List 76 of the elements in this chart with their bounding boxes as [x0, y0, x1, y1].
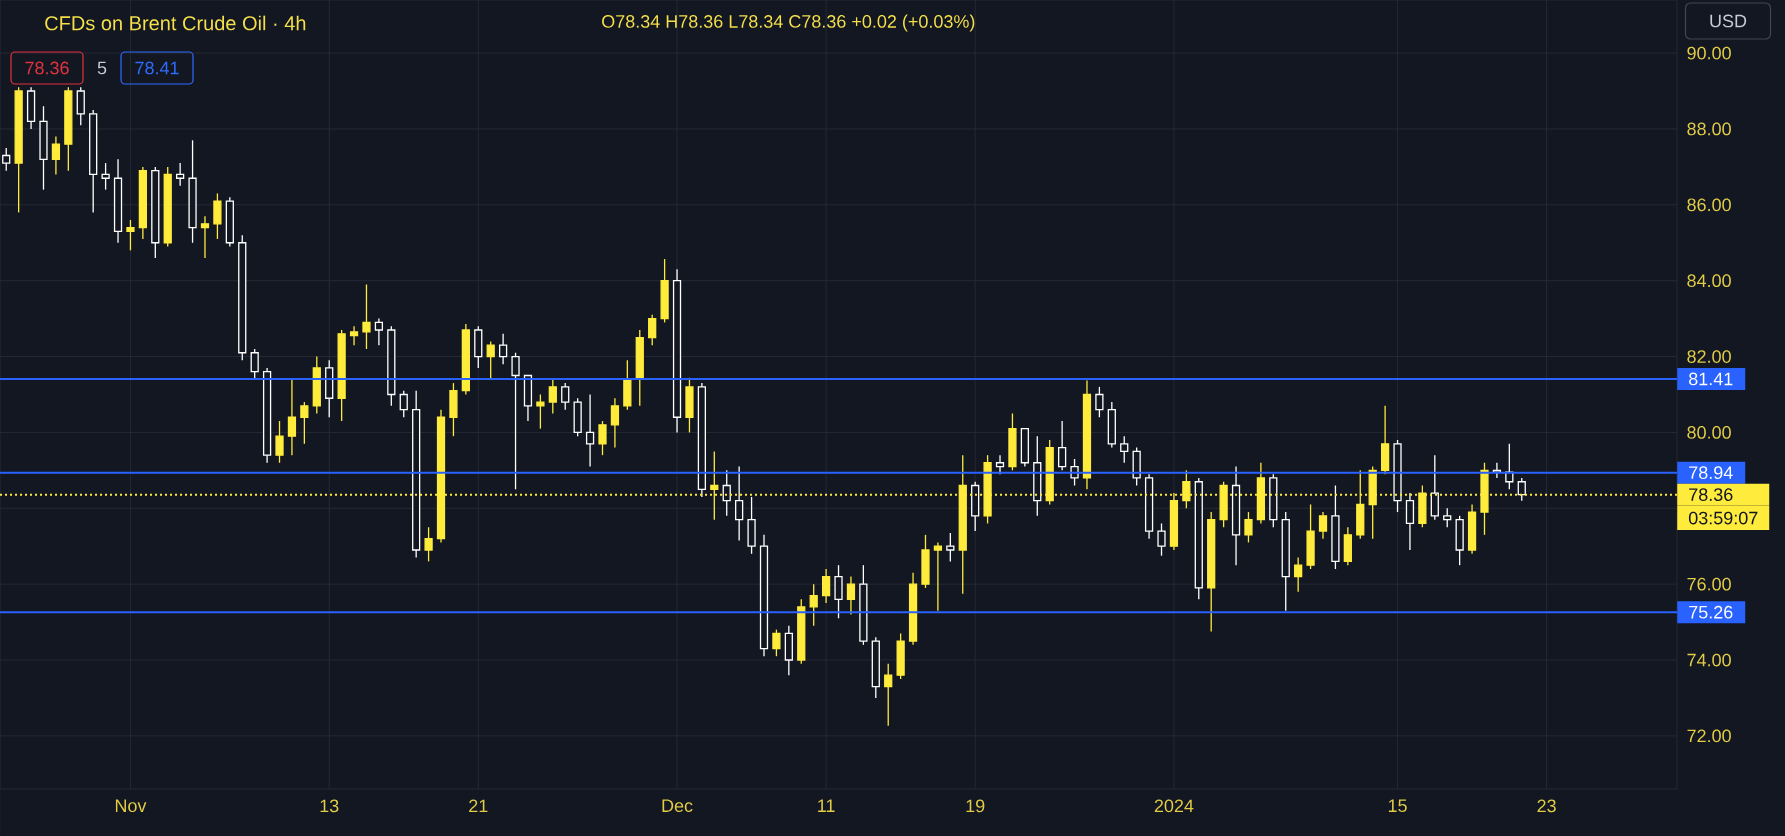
text: 03:59:07: [1688, 511, 1758, 525]
y-tick-label: 82.00: [1687, 350, 1731, 363]
candlestick: [1157, 522, 1166, 557]
candlestick: [1294, 556, 1303, 593]
ref-line-label: 78.36: [1689, 488, 1733, 501]
candlestick: [51, 135, 61, 176]
candlestick: [846, 575, 856, 616]
candlestick: [499, 333, 508, 365]
ref-line-label: 75.26: [1689, 605, 1733, 619]
candlestick: [648, 314, 657, 346]
annotation: 78.41: [135, 61, 179, 75]
candlestick: [101, 162, 110, 191]
candlestick: [362, 283, 371, 350]
candlestick: [946, 532, 955, 563]
candlestick: [275, 420, 284, 464]
y-tick-label: 76.00: [1687, 577, 1731, 591]
x-tick-label: 21: [469, 799, 488, 813]
candlestick: [213, 192, 222, 240]
y-tick-label: 72.00: [1687, 729, 1731, 743]
annotation: 78.36: [25, 61, 69, 75]
candlestick: [722, 469, 731, 517]
annotation: O78.34 H78.36 L78.34 C78.36 +0.02 (+0.03%): [602, 14, 975, 32]
y-tick-label: 84.00: [1687, 274, 1731, 288]
candlestick: [772, 629, 781, 657]
text: USD: [1710, 14, 1747, 28]
candlestick: [598, 420, 607, 456]
candlestick: [610, 397, 620, 449]
candlestick: [76, 86, 85, 126]
candlestick: [536, 393, 545, 430]
candlestick: [834, 564, 843, 619]
x-tick-label: Dec: [662, 799, 693, 813]
x-tick-label: 23: [1537, 799, 1556, 813]
candlestick: [735, 465, 744, 542]
y-tick-label: 86.00: [1687, 198, 1731, 212]
candlestick: [1405, 492, 1415, 551]
candlestick: [200, 215, 210, 259]
ref-line-label: 81.41: [1689, 372, 1733, 386]
candlestick: [424, 526, 433, 563]
y-tick-label: 90.00: [1687, 46, 1731, 60]
x-tick-label: 13: [320, 799, 339, 813]
candlestick: [1120, 435, 1129, 464]
candlestick: [511, 352, 520, 490]
candlestick: [548, 378, 557, 415]
candlestick: [1095, 386, 1104, 418]
ref-line-label: 78.94: [1689, 466, 1733, 479]
candlestick: [809, 583, 818, 627]
candlestick: [561, 382, 570, 411]
candlestick: [1058, 420, 1067, 471]
y-tick-label: 88.00: [1687, 122, 1731, 136]
candlestick: [821, 568, 831, 604]
candlestick: [374, 317, 384, 346]
candlestick: [126, 219, 135, 251]
x-tick-label: 2024: [1154, 799, 1194, 813]
candlestick: [300, 401, 309, 445]
x-tick-label: 19: [966, 799, 985, 813]
candlestick: [399, 390, 408, 418]
candlestick: [176, 162, 185, 187]
candlestick: [250, 348, 259, 380]
candlestick: [486, 340, 495, 380]
candlestick: [1244, 511, 1253, 544]
candlestick: [1430, 454, 1439, 521]
candlestick: [287, 378, 297, 456]
candlestick: [585, 393, 595, 468]
text: CFDs on Brent Crude Oil · 4h: [45, 15, 306, 31]
y-tick-label: 80.00: [1687, 426, 1731, 439]
candlestick: [1517, 477, 1526, 502]
candlestick: [933, 541, 943, 612]
candlestick: [884, 663, 893, 727]
candlestick: [349, 325, 359, 346]
x-tick-label: Nov: [115, 799, 147, 813]
x-tick-label: 15: [1388, 799, 1407, 813]
candlestick: [1318, 511, 1328, 540]
y-tick-label: 74.00: [1687, 653, 1731, 667]
x-tick-label: 11: [818, 799, 835, 812]
annotation: 5: [97, 61, 107, 75]
candlestick: [1443, 507, 1452, 528]
